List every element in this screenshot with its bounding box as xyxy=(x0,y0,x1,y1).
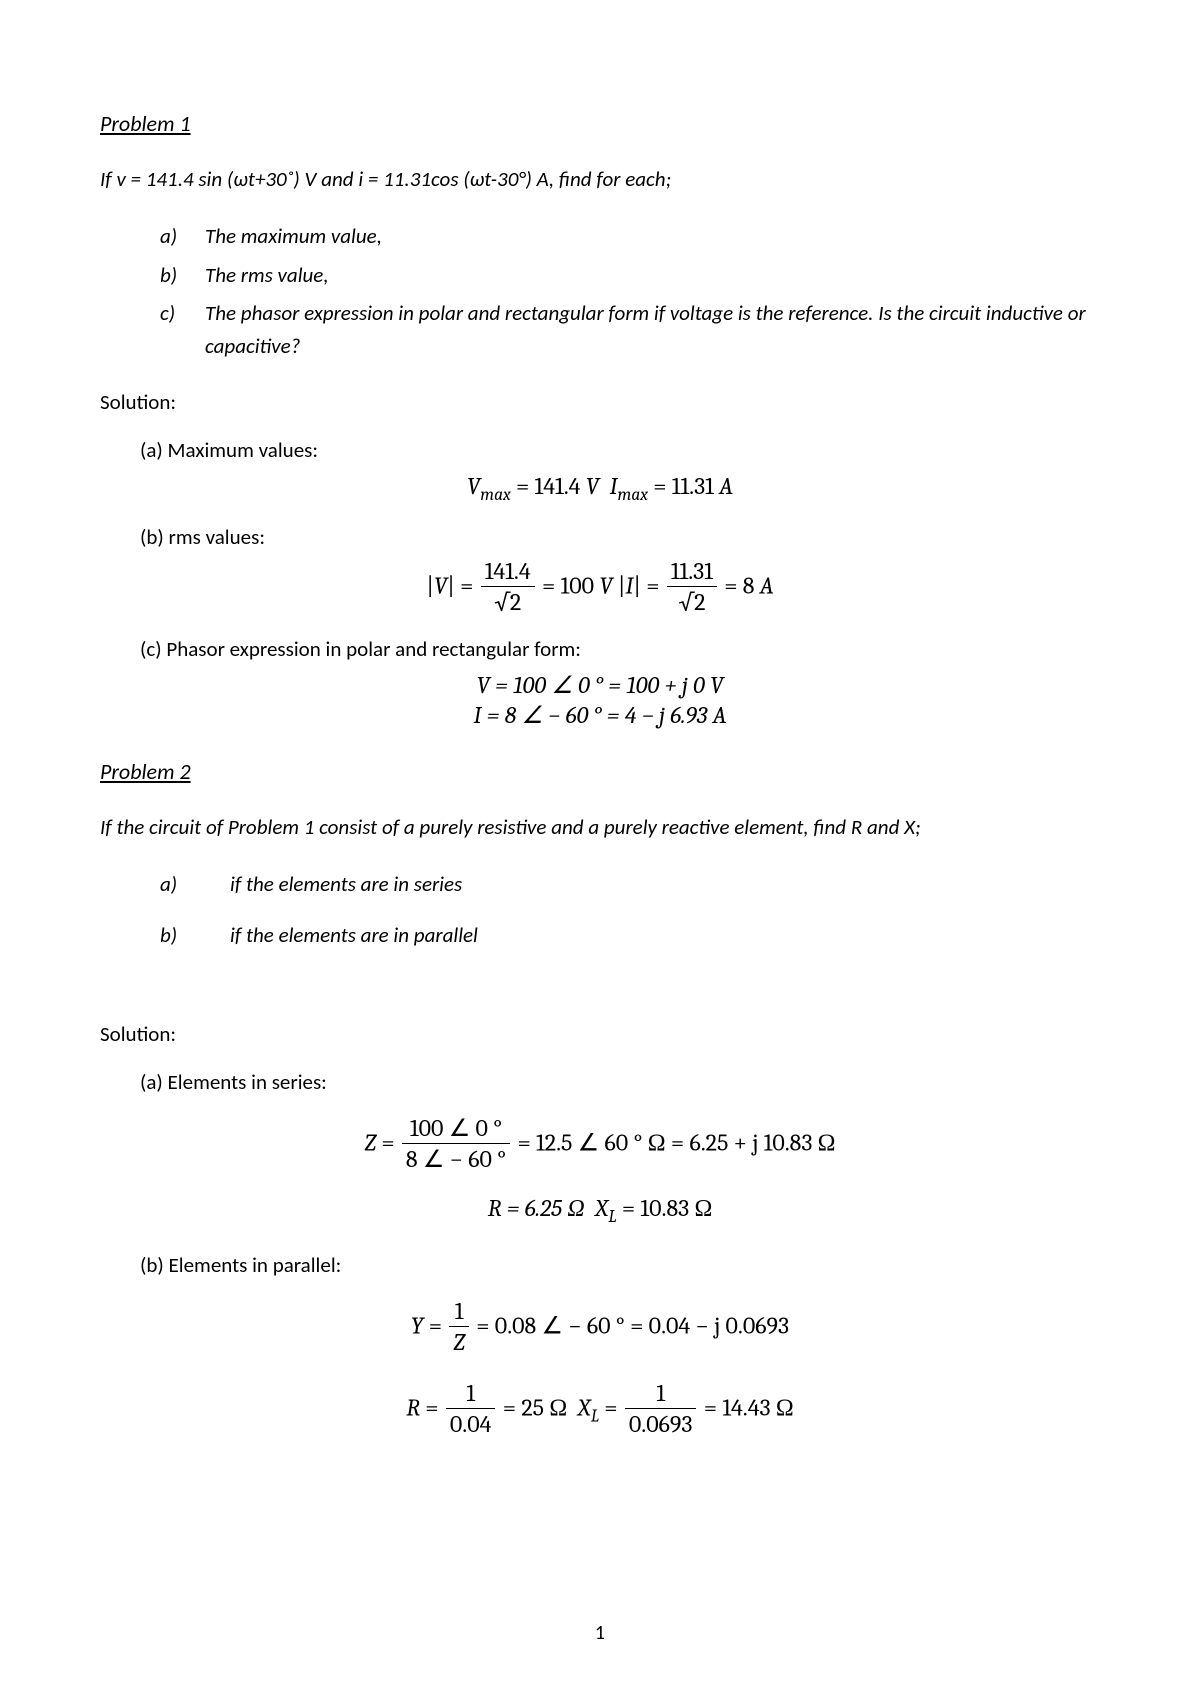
problem1-item-a: a) The maximum value, xyxy=(160,220,1100,253)
problem1-statement: If v = 141.4 sin (ωt+30˚) V and i = 11.3… xyxy=(100,165,1100,194)
fraction: 1 Z xyxy=(449,1298,469,1358)
problem2-eqn-b2: R = 1 0.04 = 25 Ω XL = 1 0.0693 = 14.43 … xyxy=(100,1380,1100,1440)
value: 0.08 ∠ − 60 ° xyxy=(495,1312,625,1340)
denominator: 0.0693 xyxy=(625,1409,697,1440)
fraction: 1 0.0693 xyxy=(625,1380,697,1440)
eqn-line: I = 8 ∠ − 60 ° = 4 − j 6.93 A xyxy=(100,700,1100,730)
problem2-heading: Problem 2 xyxy=(100,758,1100,785)
problem2-solution-label: Solution: xyxy=(100,1021,1100,1047)
problem2-eqn-a1: Z = 100 ∠ 0 ° 8 ∠ − 60 ° = 12.5 ∠ 60 ° Ω… xyxy=(100,1115,1100,1175)
problem1-part-b-label: (b) rms values: xyxy=(140,524,1100,550)
value: R = 6.25 Ω xyxy=(488,1194,585,1222)
unit: V xyxy=(599,571,612,599)
unit: A xyxy=(719,472,733,500)
problem1-sublist: a) The maximum value, b) The rms value, … xyxy=(160,220,1100,362)
numerator: 11.31 xyxy=(667,558,717,587)
denominator: 8 ∠ − 60 ° xyxy=(402,1144,510,1175)
denominator: Z xyxy=(449,1327,469,1358)
value-vmax: 141.4 xyxy=(535,472,581,500)
value: 6.25 + j 10.83 Ω xyxy=(689,1129,835,1157)
problem2-part-b-label: (b) Elements in parallel: xyxy=(140,1252,1100,1278)
numerator: 1 xyxy=(449,1298,469,1327)
list-marker: b) xyxy=(160,259,205,292)
problem1-item-b: b) The rms value, xyxy=(160,259,1100,292)
list-text: The rms value, xyxy=(205,259,1100,292)
page-content: Problem 1 If v = 141.4 sin (ωt+30˚) V an… xyxy=(0,0,1200,1518)
denominator: √2 xyxy=(667,587,717,618)
problem1-solution-label: Solution: xyxy=(100,389,1100,415)
value: = 10.83 Ω xyxy=(622,1194,712,1222)
problem2-eqn-b1: Y = 1 Z = 0.08 ∠ − 60 ° = 0.04 − j 0.069… xyxy=(100,1298,1100,1358)
problem2-part-a-label: (a) Elements in series: xyxy=(140,1069,1100,1095)
problem2-item-a: a) if the elements are in series xyxy=(160,868,1100,901)
problem2-eqn-a2: R = 6.25 Ω XL = 10.83 Ω xyxy=(100,1193,1100,1228)
spacer xyxy=(100,977,1100,1021)
page-number: 1 xyxy=(0,1621,1200,1645)
numerator: 100 ∠ 0 ° xyxy=(402,1115,510,1144)
problem1-eqn-a: Vmax = 141.4 V Imax = 11.31 A xyxy=(100,471,1100,506)
list-text: The phasor expression in polar and recta… xyxy=(205,297,1100,362)
problem2-sublist: a) if the elements are in series b) if t… xyxy=(160,868,1100,951)
problem1-eqn-c: V = 100 ∠ 0 ° = 100 + j 0 V I = 8 ∠ − 60… xyxy=(100,670,1100,730)
value: 14.43 Ω xyxy=(722,1394,793,1422)
value-imax: 11.31 xyxy=(672,472,714,500)
list-marker: b) xyxy=(160,919,230,952)
list-marker: a) xyxy=(160,868,230,901)
fraction: 11.31 √2 xyxy=(667,558,717,618)
numerator: 1 xyxy=(446,1380,496,1409)
problem1-eqn-b: |V| = 141.4 √2 = 100 V |I| = 11.31 √2 = … xyxy=(100,558,1100,618)
list-text: if the elements are in series xyxy=(230,868,1100,901)
problem1-part-a-label: (a) Maximum values: xyxy=(140,437,1100,463)
fraction: 141.4 √2 xyxy=(481,558,535,618)
numerator: 141.4 xyxy=(481,558,535,587)
problem2-statement: If the circuit of Problem 1 consist of a… xyxy=(100,813,1100,842)
fraction: 1 0.04 xyxy=(446,1380,496,1440)
problem2-item-b: b) if the elements are in parallel xyxy=(160,919,1100,952)
unit: V xyxy=(586,472,599,500)
value: 12.5 ∠ 60 ° Ω xyxy=(536,1129,666,1157)
list-text: if the elements are in parallel xyxy=(230,919,1100,952)
list-text: The maximum value, xyxy=(205,220,1100,253)
unit: A xyxy=(760,571,774,599)
value: 100 xyxy=(561,571,595,599)
list-marker: a) xyxy=(160,220,205,253)
problem1-heading: Problem 1 xyxy=(100,110,1100,137)
fraction: 100 ∠ 0 ° 8 ∠ − 60 ° xyxy=(402,1115,510,1175)
problem1-item-c: c) The phasor expression in polar and re… xyxy=(160,297,1100,362)
problem1-part-c-label: (c) Phasor expression in polar and recta… xyxy=(140,636,1100,662)
denominator: √2 xyxy=(481,587,535,618)
denominator: 0.04 xyxy=(446,1409,496,1440)
list-marker: c) xyxy=(160,297,205,362)
value: 0.04 − j 0.0693 xyxy=(649,1312,789,1340)
eqn-line: V = 100 ∠ 0 ° = 100 + j 0 V xyxy=(100,670,1100,700)
value: 8 xyxy=(743,571,755,599)
value: 25 Ω xyxy=(521,1394,567,1422)
numerator: 1 xyxy=(625,1380,697,1409)
